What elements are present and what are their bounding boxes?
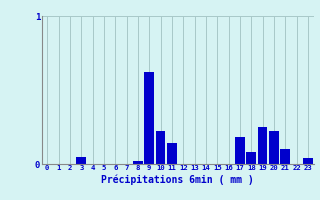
Bar xyxy=(280,149,290,164)
Bar xyxy=(303,158,313,164)
Bar xyxy=(133,161,143,164)
Bar xyxy=(156,131,165,164)
Bar xyxy=(144,72,154,164)
X-axis label: Précipitations 6min ( mm ): Précipitations 6min ( mm ) xyxy=(101,174,254,185)
Bar xyxy=(76,157,86,164)
Bar xyxy=(246,152,256,164)
Bar xyxy=(269,131,279,164)
Bar xyxy=(235,137,245,164)
Bar xyxy=(258,127,268,164)
Bar xyxy=(167,143,177,164)
